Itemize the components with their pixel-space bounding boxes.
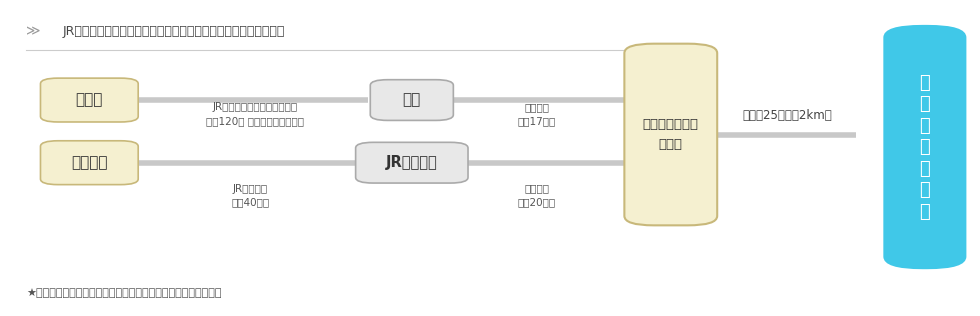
Text: 鈴鹿サーキット
稲生駅: 鈴鹿サーキット 稲生駅 bbox=[643, 118, 699, 151]
Text: JR関西本線
（約40分）: JR関西本線 （約40分） bbox=[231, 184, 270, 208]
FancyBboxPatch shape bbox=[40, 78, 138, 122]
Text: JR各駅から鈴鹿サーキット稲生駅下車して徒歩にてご来場の場合: JR各駅から鈴鹿サーキット稲生駅下車して徒歩にてご来場の場合 bbox=[63, 25, 285, 38]
Text: JR四日市駅: JR四日市駅 bbox=[386, 155, 438, 170]
Text: 津駅: 津駅 bbox=[403, 93, 421, 107]
FancyBboxPatch shape bbox=[370, 80, 454, 120]
FancyBboxPatch shape bbox=[40, 141, 138, 185]
Text: 名古屋駅: 名古屋駅 bbox=[72, 155, 108, 170]
FancyBboxPatch shape bbox=[356, 142, 468, 183]
Text: 伊勢鉄道
（約17分）: 伊勢鉄道 （約17分） bbox=[517, 102, 556, 126]
Text: JR線草津駅・柘植・亀山経由
（約120分 乗継除く乗車時間）: JR線草津駅・柘植・亀山経由 （約120分 乗継除く乗車時間） bbox=[207, 102, 305, 126]
Text: 鈴
鹿
サ
ー
キ
ッ
ト: 鈴 鹿 サ ー キ ッ ト bbox=[919, 74, 930, 221]
Text: 伊勢鉄道
（約20分）: 伊勢鉄道 （約20分） bbox=[517, 184, 556, 208]
Text: 徒歩約25分（約2km）: 徒歩約25分（約2km） bbox=[742, 109, 832, 122]
Text: ★バス及びタクシーの所要時間は渋滞のない通常期の時間です。: ★バス及びタクシーの所要時間は渋滞のない通常期の時間です。 bbox=[25, 288, 221, 298]
FancyBboxPatch shape bbox=[883, 25, 966, 269]
Text: 京都駅: 京都駅 bbox=[75, 93, 103, 107]
FancyBboxPatch shape bbox=[624, 44, 717, 225]
Text: ≫: ≫ bbox=[25, 24, 40, 38]
